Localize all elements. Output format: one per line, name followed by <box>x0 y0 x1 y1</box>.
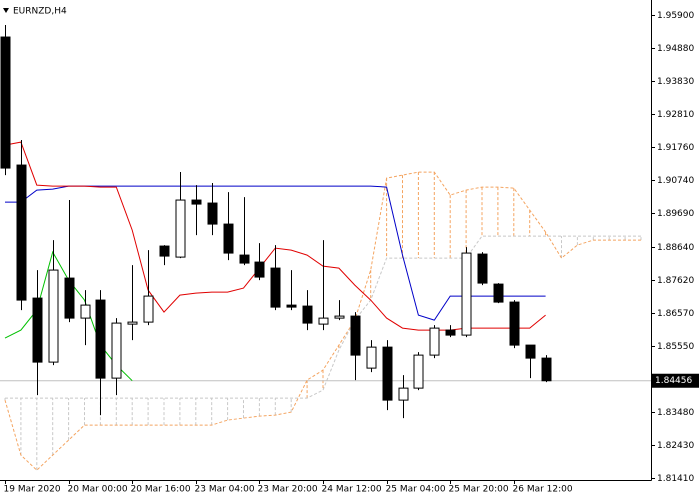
candle-body <box>111 322 122 379</box>
x-tick-label: 23 Mar 04:00 <box>195 485 255 495</box>
candle-body <box>191 199 202 205</box>
y-tick-label: 1.90740 <box>657 176 694 186</box>
current-price-label: 1.84456 <box>655 376 692 386</box>
y-tick-label: 1.82430 <box>657 441 694 451</box>
candle-body <box>302 305 313 324</box>
y-tick-label: 1.86570 <box>657 309 694 319</box>
candle-body <box>334 315 345 319</box>
candle-body <box>64 277 75 319</box>
candle-body <box>525 344 536 359</box>
candle-body <box>398 387 409 401</box>
y-tick-label: 1.85550 <box>657 342 694 352</box>
y-tick-label: 1.87620 <box>657 276 694 286</box>
y-tick-label: 1.88640 <box>657 243 694 253</box>
candle-body <box>318 317 329 325</box>
y-tick-label: 1.89690 <box>657 209 694 219</box>
candle-body <box>223 223 234 254</box>
x-tick-label: 26 Mar 12:00 <box>513 485 573 495</box>
x-tick-label: 24 Mar 12:00 <box>322 485 382 495</box>
symbol-menu-arrow[interactable] <box>3 8 9 13</box>
candle-body <box>254 261 265 278</box>
x-tick-label: 25 Mar 04:00 <box>386 485 446 495</box>
chart-title: EURNZD,H4 <box>13 7 67 17</box>
candle-body <box>445 329 456 336</box>
senkou-span-a <box>4 171 641 471</box>
y-tick-label: 1.83480 <box>657 408 694 418</box>
candle-body <box>509 301 520 346</box>
x-tick-label: 20 Mar 16:00 <box>131 485 191 495</box>
x-tick-label: 19 Mar 2020 <box>4 485 61 495</box>
senkou-span-b <box>5 235 641 399</box>
candle-body <box>413 354 424 389</box>
candle-body <box>16 164 27 301</box>
candle-body <box>270 267 281 308</box>
candle-body <box>127 321 138 325</box>
y-tick-label: 1.92810 <box>657 110 694 120</box>
kijun-line <box>5 185 546 321</box>
candle-body <box>477 253 488 284</box>
candle-body <box>32 297 43 363</box>
candle-body <box>0 36 11 169</box>
candle-body <box>175 199 186 258</box>
y-tick-label: 1.93830 <box>657 77 694 87</box>
candle-body <box>350 315 361 356</box>
x-tick-label: 23 Mar 20:00 <box>258 485 318 495</box>
candle-body <box>461 252 472 336</box>
y-tick-label: 1.95900 <box>657 11 694 21</box>
x-tick-label: 20 Mar 00:00 <box>68 485 128 495</box>
y-tick-label: 1.94880 <box>657 44 694 54</box>
candle-body <box>207 202 218 225</box>
candle-body <box>286 304 297 308</box>
candle-body <box>366 346 377 369</box>
candle-body <box>541 357 552 382</box>
candle-body <box>48 269 59 363</box>
candle-body <box>239 254 250 264</box>
candle-body <box>143 295 154 323</box>
candle-body <box>159 245 170 257</box>
candle-body <box>382 346 393 401</box>
candle-body <box>95 299 106 379</box>
y-tick-label: 1.81410 <box>657 474 694 484</box>
candle-body <box>429 327 440 356</box>
x-tick-label: 25 Mar 20:00 <box>449 485 509 495</box>
candle-body <box>493 283 504 303</box>
current-price-box <box>652 373 699 388</box>
y-tick-label: 1.91760 <box>657 143 694 153</box>
candle-body <box>80 304 91 319</box>
